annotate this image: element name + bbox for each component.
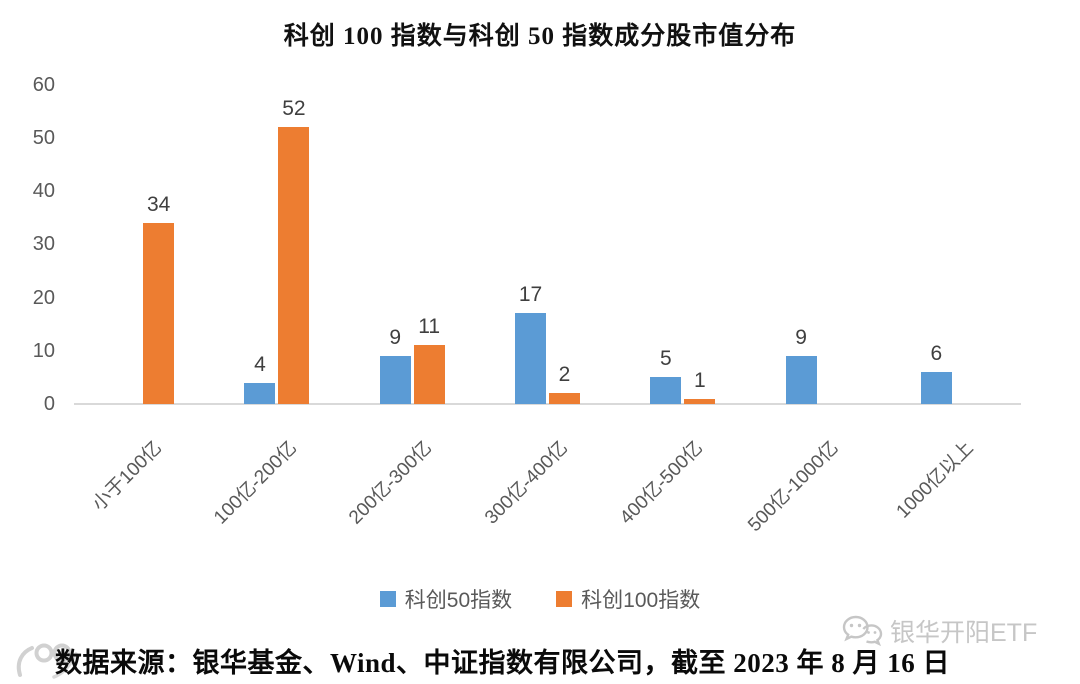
bar-series1-cat4: [684, 399, 716, 404]
legend-item-1: 科创100指数: [556, 584, 700, 614]
bar-value-label: 34: [146, 193, 171, 216]
y-tick-label: 40: [32, 180, 55, 202]
y-tick-label: 30: [32, 233, 55, 256]
bar-value-label: 17: [518, 283, 543, 306]
bar-series1-cat2: [413, 345, 445, 404]
y-tick-label: 0: [43, 393, 55, 415]
y-tick-label: 50: [32, 126, 55, 149]
source-note: 数据来源：银华基金、Wind、中证指数有限公司，截至 2023 年 8 月 16…: [55, 641, 950, 680]
bar-value-label: 9: [795, 326, 807, 349]
x-axis-line: [74, 403, 1021, 405]
chart-title: 科创 100 指数与科创 50 指数成分股市值分布: [283, 23, 797, 50]
bar-value-label: 5: [659, 347, 672, 370]
x-axis-label-cat3: 300亿-400亿: [480, 437, 572, 529]
bar-value-label: 6: [930, 342, 943, 365]
bar-series0-cat5: [785, 356, 817, 404]
legend-swatch-icon: [379, 591, 396, 607]
x-axis-label-cat6: 1000亿以上: [892, 437, 978, 523]
x-axis-label-cat2: 200亿-300亿: [345, 437, 437, 529]
bar-series1-cat3: [549, 393, 580, 404]
legend: 科创50指数 科创100指数: [0, 584, 1080, 614]
bar-value-label: 1: [693, 369, 706, 392]
bar-series0-cat3: [515, 313, 546, 404]
source-note-text: 数据来源：银华基金、Wind、中证指数有限公司，截至 2023 年 8 月 16…: [55, 648, 951, 678]
legend-item-0: 科创50指数: [379, 584, 513, 614]
wechat-icon: [842, 615, 883, 647]
bar-series1-cat0: [143, 223, 175, 404]
100-logo-icon: [16, 643, 78, 679]
bar-series0-cat1: [244, 383, 276, 404]
bar-series0-cat2: [379, 356, 411, 404]
bar-value-label: 2: [558, 363, 571, 386]
watermark-account-text: 银华开阳ETF: [890, 619, 1038, 647]
y-tick-label: 10: [32, 339, 55, 362]
bar-series1-cat1: [278, 127, 310, 404]
x-axis-label-cat5: 500亿-1000亿: [743, 437, 843, 537]
bar-value-label: 11: [418, 315, 441, 338]
bar-value-label: 52: [282, 97, 306, 120]
bar-series0-cat6: [920, 372, 952, 404]
y-tick-label: 20: [32, 286, 55, 309]
x-axis-label-cat0: 小于100亿: [88, 437, 167, 516]
x-axis-label-cat1: 100亿-200亿: [210, 437, 302, 529]
bar-series0-cat4: [650, 377, 682, 404]
legend-swatch-icon: [556, 591, 573, 607]
bar-value-label: 9: [389, 326, 402, 349]
watermark-logo: [6, 642, 124, 684]
watermark-account: 银华开阳ETF: [842, 613, 1037, 649]
x-axis-label-cat4: 400亿-500亿: [616, 437, 708, 529]
bar-value-label: 4: [254, 353, 266, 376]
y-tick-label: 60: [32, 73, 55, 96]
legend-label: 科创100指数: [581, 589, 701, 612]
legend-label: 科创50指数: [404, 589, 513, 612]
